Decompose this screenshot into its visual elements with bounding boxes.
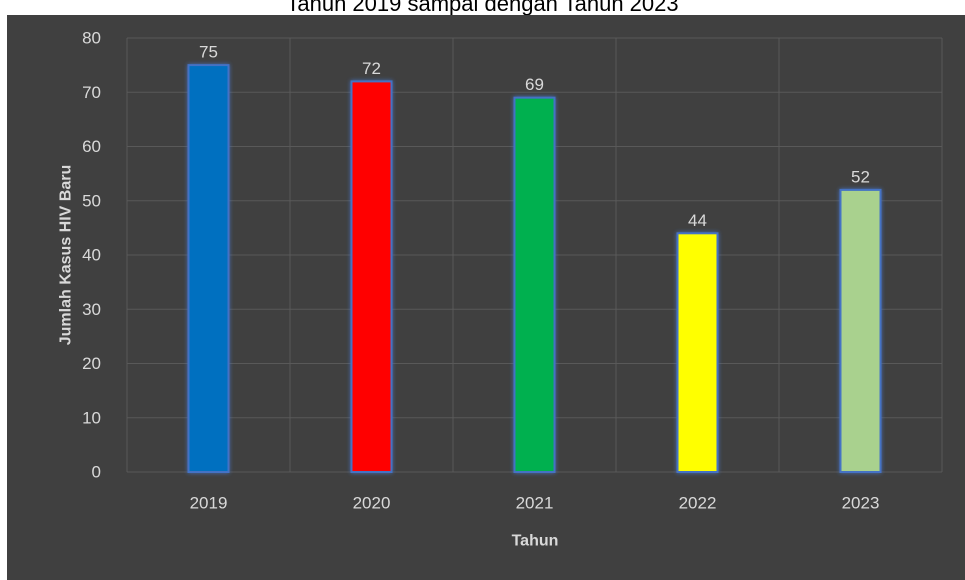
x-tick-label-2023: 2023 [842,494,880,513]
bar-2021 [513,96,556,474]
chart-title: Tahun 2019 sampai dengan Tahun 2023 [286,0,679,16]
data-label-2022: 44 [688,211,707,230]
y-tick-label: 50 [82,191,101,210]
y-tick-label: 30 [82,300,101,319]
y-tick-label: 20 [82,354,101,373]
data-label-2020: 72 [362,59,381,78]
y-tick-label: 0 [92,463,101,482]
x-tick-labels: 2019 2020 2021 2022 2023 [190,494,880,513]
y-tick-labels: 0 10 20 30 40 50 60 70 80 [82,29,101,482]
plot-area [7,15,965,580]
bars [187,64,882,474]
data-labels: 75 72 69 44 52 [199,43,870,230]
x-axis-title: Tahun [512,533,559,550]
y-tick-label: 60 [82,137,101,156]
y-tick-label: 70 [82,83,101,102]
bar-2023 [839,188,882,473]
y-tick-label: 40 [82,246,101,265]
y-tick-label: 80 [82,29,101,48]
y-tick-label: 10 [82,408,101,427]
bar-2022 [676,232,719,473]
x-tick-label-2021: 2021 [516,494,554,513]
data-label-2023: 52 [851,167,870,186]
data-label-2021: 69 [525,75,544,94]
data-label-2019: 75 [199,43,218,62]
bar-2020 [350,80,393,474]
x-tick-label-2020: 2020 [353,494,391,513]
x-tick-label-2019: 2019 [190,494,228,513]
bar-2019 [187,64,230,473]
y-axis-title: Jumlah Kasus HIV Baru [58,165,75,346]
x-tick-label-2022: 2022 [679,494,717,513]
